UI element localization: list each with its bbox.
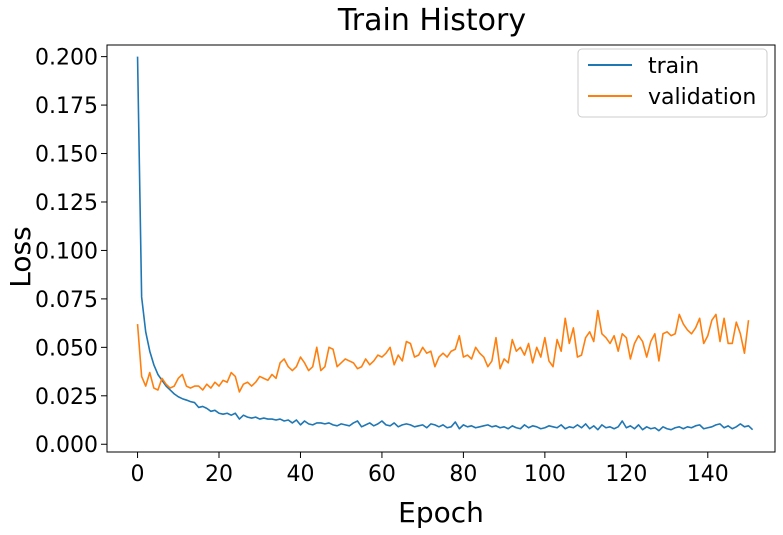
legend-label-validation: validation bbox=[648, 85, 756, 110]
axes-frame bbox=[106, 44, 776, 453]
x-tick-label: 20 bbox=[205, 462, 233, 487]
y-axis-label: Loss bbox=[4, 226, 37, 287]
legend-label-train: train bbox=[648, 54, 699, 79]
y-tick-label: 0.200 bbox=[35, 46, 98, 71]
x-tick-label: 80 bbox=[449, 462, 477, 487]
y-tick-label: 0.125 bbox=[35, 191, 98, 216]
x-tick-label: 60 bbox=[368, 462, 396, 487]
y-tick-label: 0.025 bbox=[35, 385, 98, 410]
y-tick-label: 0.100 bbox=[35, 239, 98, 264]
plot-area: 0.000 0.025 0.050 0.075 0.100 0.125 0.150 0.175… bbox=[35, 44, 776, 487]
y-tick-label: 0.150 bbox=[35, 143, 98, 168]
x-tick-label: 140 bbox=[687, 462, 729, 487]
y-tick-label: 0.175 bbox=[35, 94, 98, 119]
y-tick-label: 0.000 bbox=[35, 433, 98, 458]
x-tick-label: 120 bbox=[605, 462, 647, 487]
series-line-train bbox=[136, 56, 754, 432]
x-tick-label: 100 bbox=[524, 462, 566, 487]
x-tick-label: 0 bbox=[131, 462, 145, 487]
y-tick-label: 0.075 bbox=[35, 288, 98, 313]
y-tick-label: 0.050 bbox=[35, 336, 98, 361]
chart-title: Train History bbox=[337, 3, 526, 38]
series-line-validation bbox=[136, 309, 750, 393]
x-axis-label: Epoch bbox=[398, 496, 484, 529]
legend: train validation bbox=[577, 48, 768, 118]
x-tick-label: 40 bbox=[286, 462, 314, 487]
